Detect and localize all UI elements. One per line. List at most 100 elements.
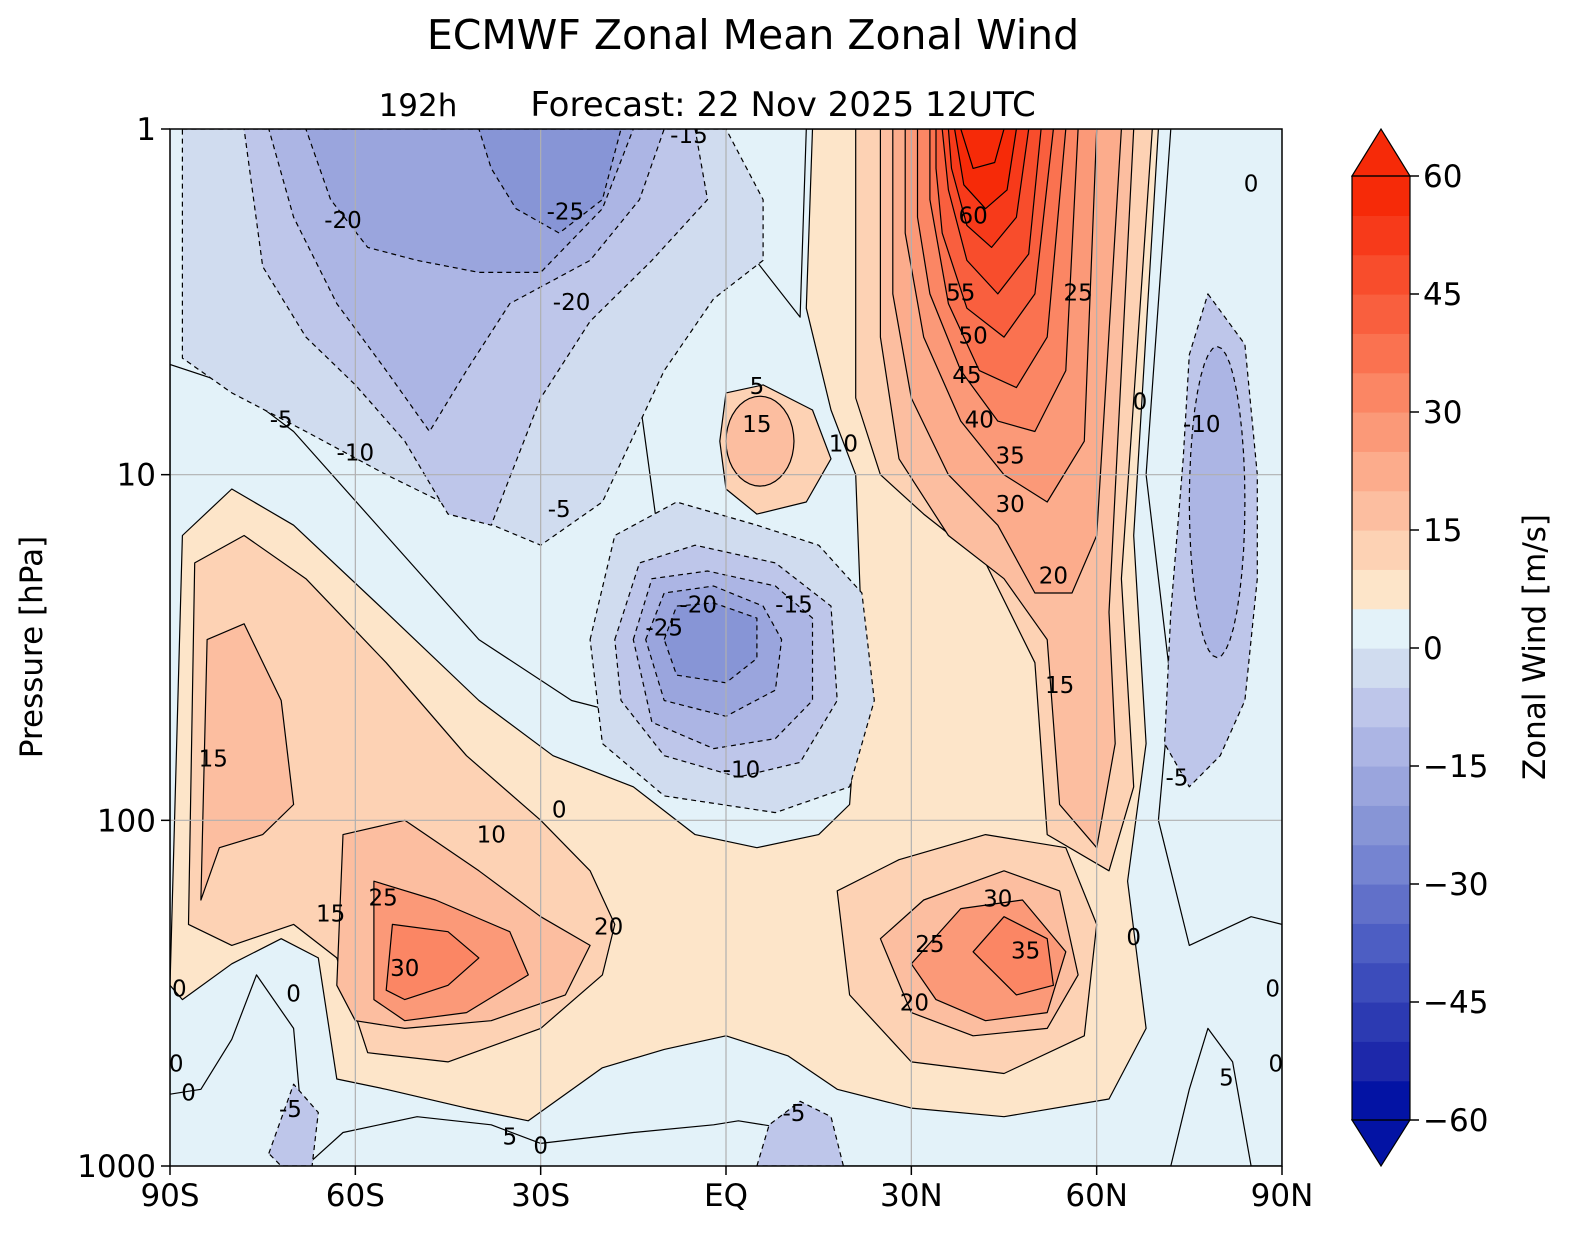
contour-label: 25 bbox=[1063, 280, 1092, 306]
contour-label: 30 bbox=[390, 956, 419, 982]
grid-lines bbox=[170, 129, 1282, 1166]
x-tick-label: 60S bbox=[326, 1178, 385, 1214]
colorbar-segment bbox=[1352, 687, 1410, 728]
colorbar-segment bbox=[1352, 844, 1410, 885]
contour-label: 0 bbox=[1244, 171, 1259, 197]
x-tick-label: 30N bbox=[880, 1178, 943, 1214]
contour-label: -20 bbox=[324, 208, 362, 234]
colorbar-tick-label: −45 bbox=[1423, 985, 1488, 1021]
contour-label: 15 bbox=[316, 902, 345, 928]
colorbar-extend-bottom bbox=[1350, 1119, 1412, 1168]
chart-subtitle-lead: 192h bbox=[379, 88, 458, 124]
contour-label: 5 bbox=[502, 1125, 517, 1151]
x-tick-label: EQ bbox=[704, 1178, 748, 1214]
contour-label: 15 bbox=[742, 412, 771, 438]
contour-label: -10 bbox=[723, 758, 761, 784]
easterly-nh-polar-10 bbox=[1188, 345, 1246, 659]
contour-label: 0 bbox=[172, 977, 187, 1003]
easterly-trop-25 bbox=[663, 602, 758, 684]
contour-label: 0 bbox=[533, 1133, 548, 1159]
contour-label: 20 bbox=[900, 991, 929, 1017]
contour-label: 15 bbox=[199, 747, 228, 773]
colorbar-segment bbox=[1352, 451, 1410, 492]
contour-label: 0 bbox=[1269, 1051, 1284, 1077]
contour-label: 5 bbox=[1219, 1065, 1234, 1091]
contour-label: 20 bbox=[594, 915, 623, 941]
x-tick-label: 60N bbox=[1065, 1178, 1128, 1214]
contour-label: -5 bbox=[270, 408, 293, 434]
contour-label: -25 bbox=[645, 616, 683, 642]
contour-label: -5 bbox=[1166, 766, 1189, 792]
colorbar-segment bbox=[1352, 1002, 1410, 1042]
contour-label: 55 bbox=[946, 280, 975, 306]
colorbar-segment bbox=[1352, 766, 1410, 806]
contour-label: -5 bbox=[279, 1097, 302, 1123]
contour-label: 15 bbox=[1045, 673, 1074, 699]
westerly-30-sh-jet bbox=[385, 923, 480, 1001]
contour-label: 0 bbox=[1126, 925, 1141, 951]
colorbar-segment bbox=[1352, 884, 1410, 924]
colorbar-label: Zonal Wind [m/s] bbox=[1517, 514, 1553, 780]
easterly-sh-strat-25 bbox=[478, 129, 622, 234]
colorbar-tick-label: −30 bbox=[1423, 867, 1488, 903]
contour-label: 60 bbox=[958, 204, 987, 230]
colorbar-tick-label: 0 bbox=[1423, 631, 1443, 667]
contour-label: -10 bbox=[337, 440, 375, 466]
y-tick-label: 1000 bbox=[77, 1149, 156, 1185]
colorbar-segment bbox=[1352, 962, 1410, 1003]
contour-label: -10 bbox=[1183, 412, 1221, 438]
contour-label: 50 bbox=[958, 324, 987, 350]
colorbar-extend-top bbox=[1350, 127, 1412, 177]
colorbar-segment bbox=[1352, 176, 1410, 216]
contour-label: 40 bbox=[965, 408, 994, 434]
contour-label: 0 bbox=[1265, 977, 1280, 1003]
contour-label: 0 bbox=[286, 981, 301, 1007]
westerly-60-strat bbox=[960, 129, 1005, 169]
y-tick-label: 1 bbox=[136, 112, 156, 148]
colorbar-segment bbox=[1352, 412, 1410, 452]
colorbar-segment bbox=[1352, 608, 1410, 649]
x-tick-label: 90N bbox=[1251, 1178, 1314, 1214]
colorbar-tick-label: 30 bbox=[1423, 395, 1462, 431]
contour-label: 0 bbox=[552, 798, 567, 824]
colorbar-segment bbox=[1352, 490, 1410, 531]
contour-labels: -15-20 -25-2060555045250515100-10-5-10403… bbox=[169, 129, 1284, 1159]
contour-label: 10 bbox=[829, 431, 858, 457]
colorbar-tick-label: 60 bbox=[1423, 159, 1462, 195]
contour-label: 0 bbox=[181, 1081, 196, 1107]
trop-westerly-15 bbox=[725, 395, 795, 487]
y-tick-label: 100 bbox=[97, 803, 156, 839]
easterly-sh-low bbox=[268, 1083, 319, 1166]
contour-label: 25 bbox=[915, 932, 944, 958]
contour-label: 0 bbox=[169, 1051, 184, 1077]
colorbar-segment bbox=[1352, 648, 1410, 688]
x-axis: 90S 60S 30S EQ 30N 60N 90N bbox=[140, 1166, 1313, 1214]
colorbar-segment bbox=[1352, 805, 1410, 846]
y-axis-label: Pressure [hPa] bbox=[14, 536, 50, 758]
colorbar-segment bbox=[1352, 215, 1410, 256]
colorbar-segment bbox=[1352, 1080, 1410, 1121]
easterly-eq-low bbox=[756, 1100, 844, 1166]
y-axis: 1 10 100 1000 bbox=[77, 112, 170, 1185]
contour-label: -25 bbox=[547, 200, 585, 226]
westerly-30-nh-jet bbox=[972, 916, 1054, 996]
contour-label: 10 bbox=[477, 823, 506, 849]
contour-label: 20 bbox=[1039, 564, 1068, 590]
contour-label: -5 bbox=[548, 497, 571, 523]
contour-label: -15 bbox=[775, 593, 813, 619]
plot-area: -15-20 -25-2060555045250515100-10-5-10403… bbox=[169, 129, 1284, 1166]
westerly-15-sh-polar bbox=[200, 623, 295, 901]
chart-subtitle: Forecast: 22 Nov 2025 12UTC bbox=[530, 85, 1035, 125]
contour-label: 45 bbox=[952, 363, 981, 389]
colorbar-tick-label: −15 bbox=[1423, 749, 1488, 785]
colorbar-segment bbox=[1352, 333, 1410, 374]
colorbar-segment bbox=[1352, 923, 1410, 964]
colorbar-segment bbox=[1352, 1041, 1410, 1082]
colorbar-segment bbox=[1352, 294, 1410, 334]
x-tick-label: 90S bbox=[140, 1178, 199, 1214]
x-tick-label: 30S bbox=[511, 1178, 570, 1214]
contour-label: 35 bbox=[1011, 938, 1040, 964]
colorbar-segment bbox=[1352, 372, 1410, 413]
colorbar-segment bbox=[1352, 530, 1410, 570]
